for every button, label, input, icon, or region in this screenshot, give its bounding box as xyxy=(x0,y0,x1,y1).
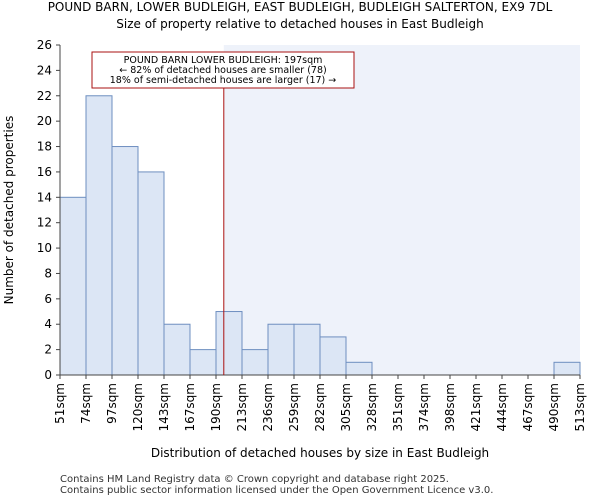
y-tick-label-4: 4 xyxy=(44,317,52,331)
x-tick-label-7: 213sqm xyxy=(235,383,249,431)
x-tick-label-13: 351sqm xyxy=(391,383,405,431)
x-tick-label-1: 74sqm xyxy=(79,383,93,424)
x-tick-label-0: 51sqm xyxy=(53,383,67,424)
shaded-region xyxy=(223,45,581,375)
y-tick-label-18: 18 xyxy=(37,140,52,154)
x-tick-label-20: 513sqm xyxy=(573,383,587,431)
x-tick-label-5: 167sqm xyxy=(183,383,197,431)
annotation-box xyxy=(91,51,355,89)
bar-8 xyxy=(267,323,295,376)
x-tick-label-10: 282sqm xyxy=(313,383,327,431)
bar-7 xyxy=(241,349,269,376)
bar-19 xyxy=(553,361,581,376)
property-annotation: POUND BARN LOWER BUDLEIGH: 197sqm ← 82% … xyxy=(91,51,355,89)
bar-2 xyxy=(111,146,139,376)
bar-5 xyxy=(189,349,217,376)
annotation-line-3: 18% of semi-detached houses are larger (… xyxy=(110,75,337,86)
x-tick-label-18: 467sqm xyxy=(521,383,535,431)
x-tick-label-16: 421sqm xyxy=(469,383,483,431)
x-tick-label-8: 236sqm xyxy=(261,383,275,431)
chart-title: POUND BARN, LOWER BUDLEIGH, EAST BUDLEIG… xyxy=(47,0,553,14)
y-tick-label-20: 20 xyxy=(37,114,52,128)
bar-3 xyxy=(137,171,165,376)
x-tick-label-17: 444sqm xyxy=(495,383,509,431)
y-tick-label-6: 6 xyxy=(44,292,52,306)
bar-10 xyxy=(319,336,347,376)
bar-6 xyxy=(215,311,243,376)
chart-subtitle: Size of property relative to detached ho… xyxy=(116,17,484,31)
y-tick-label-0: 0 xyxy=(44,368,52,382)
x-tick-label-2: 97sqm xyxy=(105,383,119,424)
x-tick-label-3: 120sqm xyxy=(131,383,145,431)
bar-9 xyxy=(293,323,321,376)
x-tick-label-19: 490sqm xyxy=(547,383,561,431)
y-tick-label-26: 26 xyxy=(37,38,52,52)
x-tick-label-4: 143sqm xyxy=(157,383,171,431)
y-tick-label-12: 12 xyxy=(37,216,52,230)
y-tick-label-2: 2 xyxy=(44,343,52,357)
x-ticks: 51sqm 74sqm 97sqm 120sqm 143sqm 167sqm 190sqm 2… xyxy=(53,375,587,431)
bar-0 xyxy=(59,196,87,376)
bar-11 xyxy=(345,361,373,376)
x-axis-label: Distribution of detached houses by size … xyxy=(151,446,489,460)
annotation-line-2: ← 82% of detached houses are smaller (78… xyxy=(119,65,326,76)
larger-region-shade xyxy=(223,45,581,375)
y-tick-label-8: 8 xyxy=(44,266,52,280)
x-tick-label-14: 374sqm xyxy=(417,383,431,431)
x-tick-label-11: 305sqm xyxy=(339,383,353,431)
x-tick-label-12: 328sqm xyxy=(365,383,379,431)
x-tick-label-9: 259sqm xyxy=(287,383,301,431)
y-tick-label-22: 22 xyxy=(37,89,52,103)
bar-4 xyxy=(163,323,191,376)
y-tick-label-24: 24 xyxy=(37,63,52,77)
bar-1 xyxy=(85,95,113,376)
footer-line-1: Contains HM Land Registry data © Crown c… xyxy=(60,474,449,485)
bars xyxy=(59,95,581,376)
footer-line-2: Contains public sector information licen… xyxy=(60,485,494,496)
x-tick-label-6: 190sqm xyxy=(209,383,223,431)
y-tick-label-16: 16 xyxy=(37,165,52,179)
y-axis-label: Number of detached properties xyxy=(2,116,16,305)
annotation-line-1: POUND BARN LOWER BUDLEIGH: 197sqm xyxy=(124,55,323,66)
y-tick-label-14: 14 xyxy=(37,190,52,204)
x-tick-label-15: 398sqm xyxy=(443,383,457,431)
y-tick-label-10: 10 xyxy=(37,241,52,255)
